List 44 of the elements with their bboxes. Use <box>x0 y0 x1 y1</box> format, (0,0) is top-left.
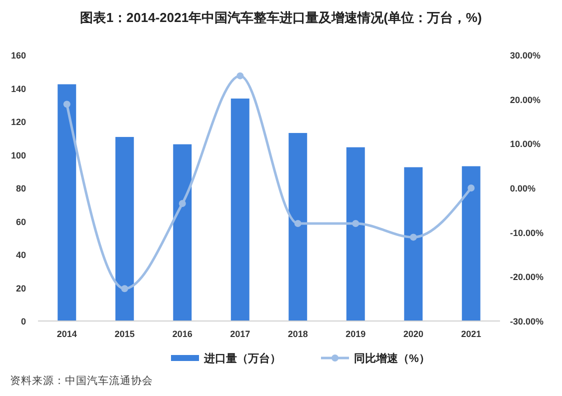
bar <box>462 166 480 321</box>
text: 资料来源：中国汽车流通协会 <box>10 374 153 387</box>
bar <box>346 147 365 321</box>
y2-tick-label: -20.00% <box>510 272 544 282</box>
point <box>468 184 475 192</box>
x-tick-label: 2017 <box>230 329 250 339</box>
y-tick-label: 60 <box>16 216 26 227</box>
x-tick-label: 2016 <box>172 329 192 339</box>
y-tick-label: 160 <box>10 50 26 60</box>
legend-label: 进口量（万台） <box>203 352 281 365</box>
y-tick-label: 140 <box>10 84 26 94</box>
x-tick-label: 2021 <box>461 329 482 339</box>
point <box>178 200 186 208</box>
bar <box>115 136 134 321</box>
y2-tick-label: 10.00% <box>510 139 541 150</box>
y-tick-label: 80 <box>16 184 26 194</box>
y2-tick-label: 0.00% <box>510 184 536 194</box>
y-tick-label: 20 <box>16 283 26 294</box>
y-tick-label: 100 <box>10 150 26 160</box>
y-tick-label: 120 <box>10 117 26 127</box>
chart-title: 图表1：2014-2021年中国汽车整车进口量及增速情况(单位：万台，%) <box>80 10 482 25</box>
point <box>410 234 417 241</box>
bar <box>288 132 308 321</box>
x-tick-label: 2015 <box>114 329 135 339</box>
y-tick-label: 0 <box>20 316 26 326</box>
y2-tick-label: -30.00% <box>510 316 544 326</box>
x-tick-label: 2019 <box>346 329 366 339</box>
bar <box>404 167 423 321</box>
point <box>121 285 128 292</box>
x-tick-label: 2020 <box>403 329 424 339</box>
bar <box>173 144 192 321</box>
point <box>352 220 360 227</box>
y2-tick-label: -10.00% <box>510 228 544 238</box>
y2-tick-label: 20.00% <box>510 94 541 105</box>
x-tick-label: 2018 <box>288 329 308 339</box>
point <box>294 220 302 227</box>
bar <box>58 84 76 321</box>
y2-tick-label: 30.00% <box>510 50 541 60</box>
point <box>236 72 244 80</box>
point <box>63 100 70 108</box>
legend-label: 同比增速（%） <box>354 352 430 365</box>
y-tick-label: 40 <box>16 250 26 260</box>
x-tick-label: 2014 <box>56 329 77 339</box>
bar <box>230 98 250 321</box>
